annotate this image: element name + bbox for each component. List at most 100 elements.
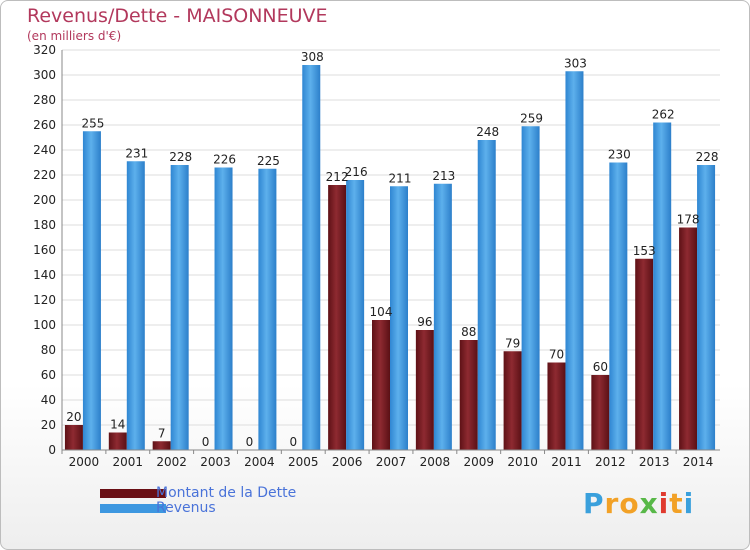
x-tick-label: 2008 xyxy=(420,455,451,469)
value-label-revenus: 211 xyxy=(389,171,412,185)
value-label-dette: 14 xyxy=(110,418,125,432)
bar-dette xyxy=(591,375,610,450)
value-label-revenus: 231 xyxy=(125,146,148,160)
y-tick-label: 240 xyxy=(33,143,56,157)
value-label-dette: 20 xyxy=(66,410,81,424)
value-label-dette: 88 xyxy=(461,325,476,339)
bar-revenus xyxy=(258,168,277,450)
bar-revenus xyxy=(697,165,716,450)
value-label-revenus: 228 xyxy=(169,150,192,164)
logo-letter: P xyxy=(583,487,605,520)
proxiti-logo: Proxiti xyxy=(583,487,694,520)
value-label-revenus: 259 xyxy=(520,111,543,125)
y-tick-label: 20 xyxy=(41,418,56,432)
bar-revenus xyxy=(433,183,452,450)
value-label-dette: 0 xyxy=(202,435,210,449)
bar-dette xyxy=(679,227,698,450)
logo-letter: i xyxy=(683,487,695,520)
y-tick-label: 180 xyxy=(33,218,56,232)
bars-group xyxy=(64,65,716,450)
bar-dette xyxy=(415,330,434,450)
bar-dette xyxy=(547,362,566,450)
x-tick-label: 2009 xyxy=(463,455,494,469)
value-label-revenus: 226 xyxy=(213,153,236,167)
x-tick-label: 2007 xyxy=(376,455,407,469)
y-tick-label: 0 xyxy=(48,443,56,457)
chart-subtitle: (en milliers d'€) xyxy=(27,29,122,43)
value-label-dette: 178 xyxy=(677,213,700,227)
y-tick-label: 80 xyxy=(41,343,56,357)
y-tick-label: 100 xyxy=(33,318,56,332)
value-label-dette: 212 xyxy=(326,170,349,184)
bar-dette xyxy=(372,320,390,450)
y-tick-label: 220 xyxy=(33,168,56,182)
y-tick-label: 260 xyxy=(33,118,56,132)
bar-dette xyxy=(108,432,127,450)
logo-letter: t xyxy=(669,487,684,520)
y-tick-label: 300 xyxy=(33,68,56,82)
bar-revenus xyxy=(390,186,408,450)
bar-revenus xyxy=(565,71,584,450)
x-tick-label: 2011 xyxy=(551,455,582,469)
y-tick-label: 40 xyxy=(41,393,56,407)
y-tick-label: 200 xyxy=(33,193,56,207)
bar-revenus xyxy=(521,126,540,450)
bar-revenus xyxy=(302,65,321,450)
bar-dette xyxy=(328,185,347,450)
value-label-dette: 0 xyxy=(246,435,254,449)
value-label-revenus: 228 xyxy=(696,150,719,164)
y-axis: 0 20 40 60 80 100 120 140 160 180 200 220 240 260 280 3… xyxy=(33,43,63,457)
x-tick-label: 2006 xyxy=(332,455,363,469)
bar-dette xyxy=(152,441,171,450)
bar-revenus xyxy=(214,167,233,450)
x-tick-label: 2010 xyxy=(507,455,538,469)
bar-dette xyxy=(635,258,654,450)
legend-swatch-dette xyxy=(100,489,166,498)
value-label-dette: 79 xyxy=(505,336,520,350)
logo-letter: i xyxy=(658,487,670,520)
value-label-dette: 153 xyxy=(633,244,656,258)
bar-revenus xyxy=(126,161,145,450)
value-label-dette: 7 xyxy=(158,426,166,440)
x-tick-label: 2004 xyxy=(244,455,275,469)
value-label-revenus: 225 xyxy=(257,154,280,168)
legend-label-dette: Montant de la Dette xyxy=(156,485,297,501)
value-label-dette: 60 xyxy=(593,360,608,374)
x-tick-label: 2013 xyxy=(639,455,670,469)
legend-swatch-revenus xyxy=(100,504,166,513)
y-tick-label: 120 xyxy=(33,293,56,307)
bar-revenus xyxy=(82,131,101,450)
logo-letter: r xyxy=(604,487,620,520)
bar-revenus xyxy=(170,165,189,450)
y-tick-label: 160 xyxy=(33,243,56,257)
x-tick-label: 2001 xyxy=(113,455,144,469)
value-label-revenus: 213 xyxy=(432,169,455,183)
bar-dette xyxy=(503,351,522,450)
y-tick-label: 280 xyxy=(33,93,56,107)
chart-title: Revenus/Dette - MAISONNEUVE xyxy=(27,5,328,27)
bar-revenus xyxy=(477,140,496,450)
x-tick-label: 2005 xyxy=(288,455,319,469)
value-label-dette: 104 xyxy=(370,305,393,319)
x-axis: 2000 2001 2002 2003 2004 2005 2006 2007 2008 2009… xyxy=(61,449,720,469)
value-label-dette: 96 xyxy=(417,315,432,329)
logo-letter: o xyxy=(619,487,640,520)
y-tick-label: 140 xyxy=(33,268,56,282)
x-tick-label: 2000 xyxy=(69,455,100,469)
bar-revenus xyxy=(653,122,672,450)
value-label-revenus: 262 xyxy=(652,108,675,122)
bar-dette xyxy=(459,340,478,450)
value-label-revenus: 255 xyxy=(81,116,104,130)
bar-revenus xyxy=(346,180,365,450)
x-tick-label: 2002 xyxy=(156,455,187,469)
bar-revenus xyxy=(609,162,628,450)
x-tick-label: 2003 xyxy=(200,455,231,469)
x-tick-label: 2014 xyxy=(683,455,714,469)
value-label-dette: 70 xyxy=(549,348,564,362)
value-label-revenus: 230 xyxy=(608,148,631,162)
legend-label-revenus: Revenus xyxy=(156,500,216,516)
x-tick-label: 2012 xyxy=(595,455,626,469)
bar-dette xyxy=(64,425,83,450)
